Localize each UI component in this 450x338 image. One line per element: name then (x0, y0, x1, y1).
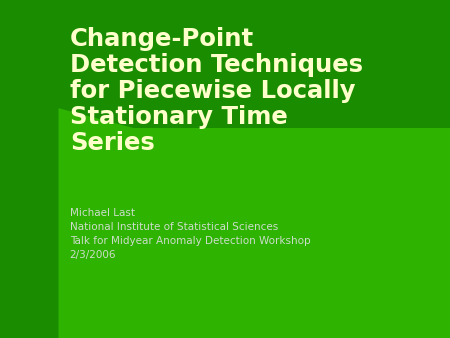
Bar (58, 128, 450, 338)
Text: Michael Last
National Institute of Statistical Sciences
Talk for Midyear Anomaly: Michael Last National Institute of Stati… (70, 208, 310, 260)
Polygon shape (58, 108, 450, 338)
Text: Change-Point
Detection Techniques
for Piecewise Locally
Stationary Time
Series: Change-Point Detection Techniques for Pi… (70, 27, 363, 155)
